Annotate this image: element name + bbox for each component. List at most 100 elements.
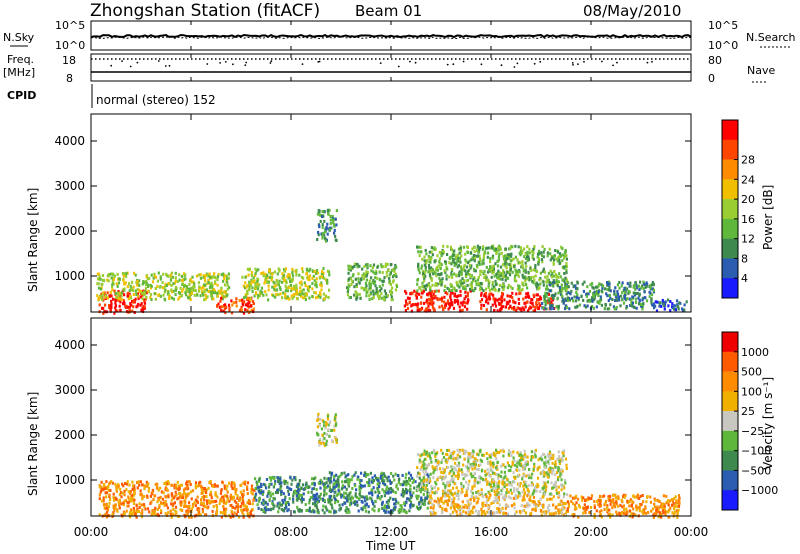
heatmap-cell	[495, 457, 498, 461]
heatmap-cell	[515, 510, 518, 514]
heatmap-cell	[497, 258, 500, 262]
heatmap-cell	[428, 273, 432, 277]
heatmap-cell	[377, 488, 380, 492]
heatmap-cell	[291, 478, 294, 482]
heatmap-cell	[594, 285, 597, 289]
heatmap-cell	[179, 503, 183, 507]
heatmap-cell	[240, 492, 244, 496]
heatmap-cell	[479, 458, 482, 462]
heatmap-cell	[423, 478, 426, 482]
heatmap-cell	[651, 283, 654, 287]
heatmap-cell	[248, 282, 251, 286]
heatmap-cell	[576, 293, 579, 297]
heatmap-cell	[244, 504, 247, 508]
heatmap-cell	[415, 488, 418, 492]
heatmap-cell	[347, 264, 350, 268]
heatmap-cell	[552, 274, 555, 278]
power-y-tick-label: 3000	[54, 179, 85, 193]
heatmap-cell	[494, 283, 497, 287]
heatmap-cell	[612, 305, 615, 309]
heatmap-cell	[106, 508, 110, 512]
heatmap-cell	[224, 510, 227, 514]
heatmap-cell	[123, 282, 126, 286]
heatmap-cell	[167, 495, 170, 499]
heatmap-cell	[498, 273, 501, 277]
heatmap-cell	[465, 480, 468, 484]
heatmap-cell	[323, 476, 326, 480]
heatmap-cell	[420, 307, 423, 311]
heatmap-cell	[459, 246, 462, 250]
heatmap-cell	[365, 270, 368, 274]
heatmap-cell	[262, 509, 265, 513]
heatmap-cell	[570, 296, 574, 300]
heatmap-cell	[223, 513, 226, 517]
heatmap-cell	[374, 499, 377, 503]
heatmap-cell	[368, 279, 371, 283]
heatmap-cell	[471, 506, 475, 510]
heatmap-cell	[319, 219, 322, 223]
heatmap-cell	[460, 485, 463, 488]
heatmap-cell	[497, 473, 500, 477]
heatmap-cell	[246, 297, 249, 300]
heatmap-cell	[449, 245, 453, 249]
heatmap-cell	[457, 272, 460, 276]
heatmap-cell	[405, 487, 408, 491]
heatmap-cell	[439, 273, 442, 276]
heatmap-cell	[390, 298, 393, 302]
freq-tick-bottom: 8	[66, 72, 73, 85]
nsky-tick-top: 10^5	[55, 19, 85, 32]
heatmap-cell	[388, 479, 391, 483]
heatmap-cell	[422, 492, 425, 496]
heatmap-cell	[170, 275, 173, 279]
heatmap-cell	[361, 484, 364, 488]
heatmap-cell	[214, 484, 217, 488]
heatmap-cell	[412, 491, 415, 495]
heatmap-cell	[357, 272, 360, 276]
heatmap-cell	[119, 309, 122, 313]
heatmap-cell	[507, 469, 510, 473]
heatmap-cell	[256, 296, 260, 300]
heatmap-cell	[484, 291, 488, 295]
heatmap-cell	[479, 246, 482, 249]
heatmap-cell	[626, 287, 629, 291]
heatmap-cell	[663, 307, 666, 311]
heatmap-cell	[176, 487, 179, 491]
heatmap-cell	[413, 289, 416, 293]
heatmap-cell	[344, 501, 347, 505]
heatmap-cell	[544, 275, 547, 279]
heatmap-cell	[497, 491, 500, 495]
heatmap-cell	[302, 288, 305, 292]
heatmap-cell	[453, 253, 456, 257]
heatmap-cell	[515, 468, 518, 472]
heatmap-cell	[112, 282, 115, 286]
heatmap-cell	[369, 471, 372, 475]
heatmap-cell	[318, 209, 321, 213]
heatmap-cell	[568, 298, 572, 302]
heatmap-cell	[524, 305, 527, 309]
heatmap-cell	[307, 289, 310, 293]
heatmap-cell	[348, 296, 351, 300]
heatmap-cell	[212, 505, 215, 508]
heatmap-cell	[107, 274, 110, 278]
heatmap-cell	[178, 278, 181, 282]
heatmap-cell	[430, 257, 433, 261]
heatmap-cell	[449, 290, 453, 294]
heatmap-cell	[465, 265, 468, 269]
heatmap-cell	[385, 491, 388, 495]
heatmap-cell	[510, 254, 513, 258]
heatmap-cell	[537, 307, 540, 310]
heatmap-cell	[120, 502, 123, 506]
heatmap-cell	[369, 491, 372, 495]
heatmap-cell	[429, 479, 432, 483]
heatmap-cell	[140, 308, 143, 312]
heatmap-cell	[188, 294, 191, 298]
heatmap-cell	[371, 476, 374, 480]
heatmap-cell	[210, 496, 213, 500]
heatmap-cell	[480, 306, 483, 310]
heatmap-cell	[429, 309, 432, 313]
heatmap-cell	[427, 254, 430, 258]
heatmap-cell	[400, 509, 403, 513]
nave-label: Nave	[747, 64, 775, 77]
heatmap-cell	[597, 294, 600, 297]
heatmap-cell	[426, 301, 429, 305]
